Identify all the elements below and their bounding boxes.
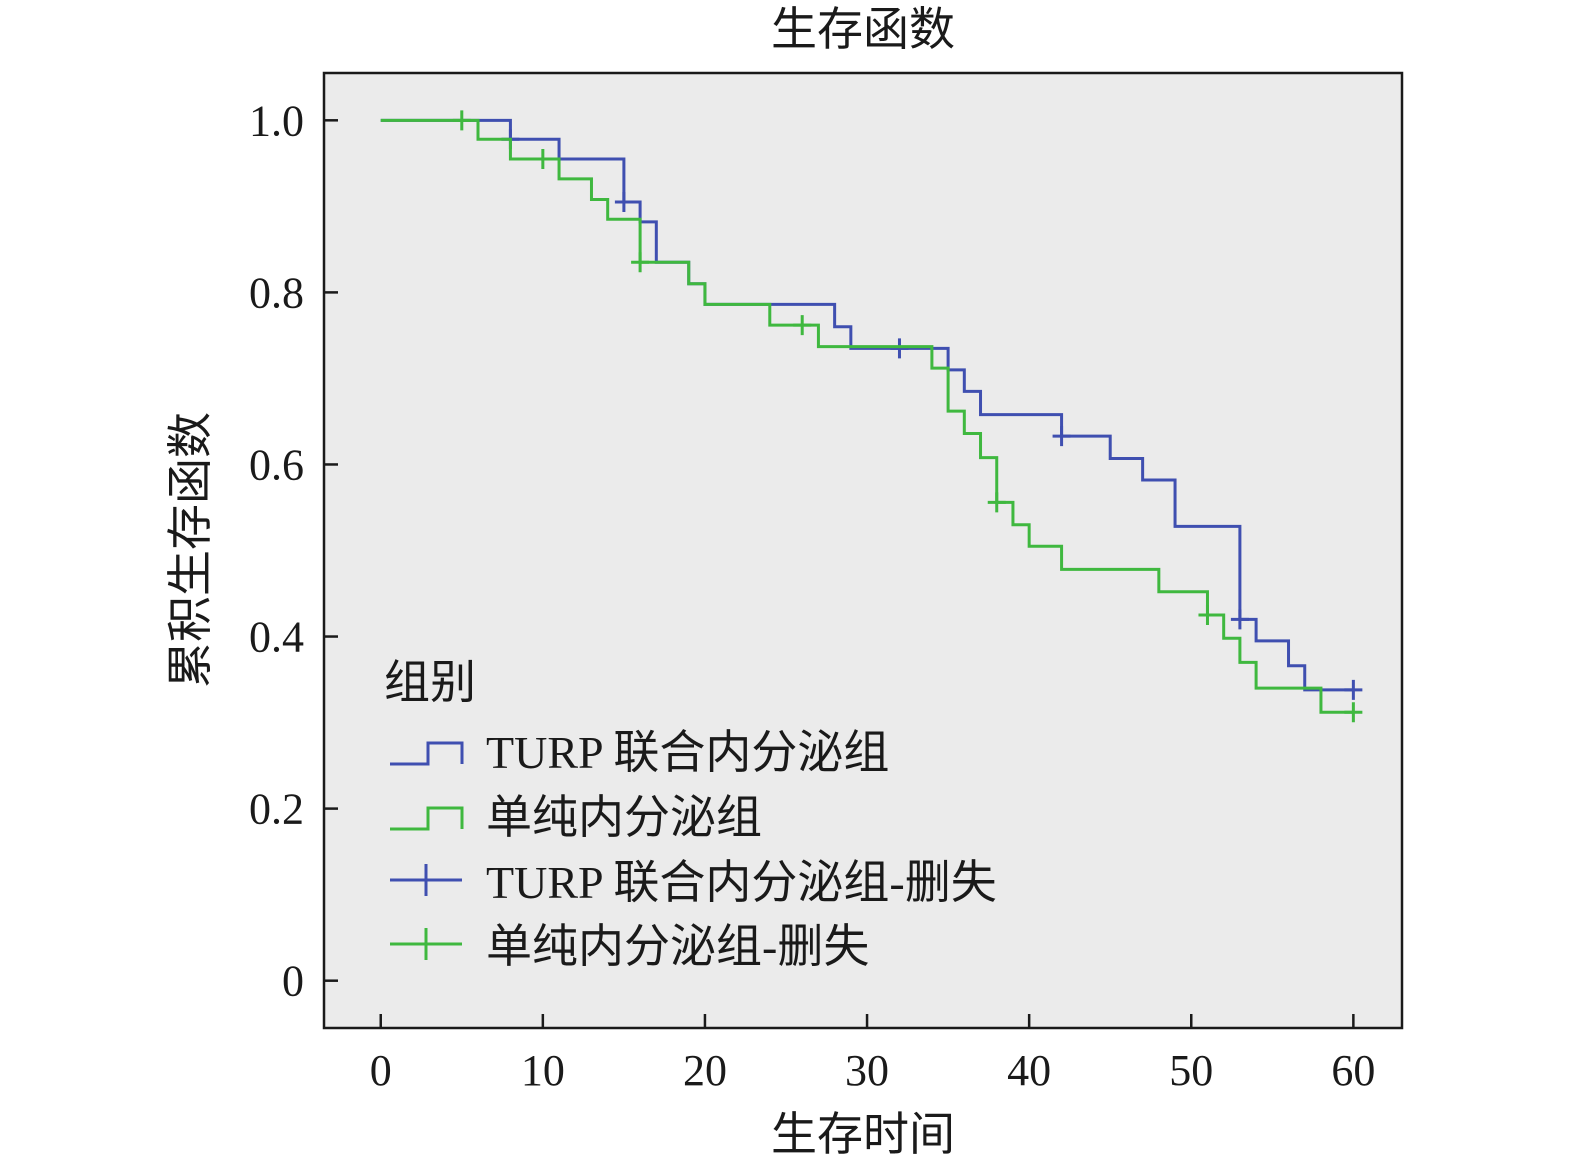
censor-mark-turp-1 xyxy=(614,192,633,213)
x-tick-label-0: 0 xyxy=(370,1046,392,1095)
legend-entry-single-censored: 单纯内分泌组-删失 xyxy=(486,921,869,972)
y-tick-label-2: 0.4 xyxy=(249,613,304,662)
legend-entry-turp-censored: TURP 联合内分泌组-删失 xyxy=(486,857,997,908)
y-tick-label-0: 0 xyxy=(282,957,304,1006)
x-tick-label-5: 50 xyxy=(1169,1046,1213,1095)
legend-symbol-turp-step xyxy=(390,741,464,766)
censor-mark-single-1 xyxy=(533,149,552,170)
legend-symbol-single-step xyxy=(390,806,464,831)
x-axis: 0 10 20 30 40 50 60 xyxy=(370,1014,1375,1095)
y-tick-label-4: 0.8 xyxy=(249,268,304,317)
y-tick-label-5: 1.0 xyxy=(249,96,304,145)
censor-mark-turp-3 xyxy=(1052,426,1071,447)
legend-entry-turp: TURP 联合内分泌组 xyxy=(486,727,889,778)
censor-mark-turp-4 xyxy=(1230,609,1249,630)
censor-mark-single-3 xyxy=(793,315,812,336)
x-axis-label: 生存时间 xyxy=(771,1109,955,1160)
legend-symbol-turp-censored xyxy=(390,864,462,896)
censor-mark-single-4 xyxy=(987,492,1006,513)
censor-mark-turp-2 xyxy=(890,338,909,359)
censor-mark-turp-5 xyxy=(1344,679,1363,700)
y-axis: 0 0.2 0.4 0.6 0.8 1.0 xyxy=(249,96,338,1006)
plot-area xyxy=(322,71,1404,1030)
chart-title: 生存函数 xyxy=(771,4,955,55)
legend-entry-single: 单纯内分泌组 xyxy=(486,792,762,843)
legend-title: 组别 xyxy=(384,657,476,708)
legend-symbol-single-censored xyxy=(390,928,462,960)
y-axis-label: 累积生存函数 xyxy=(165,412,216,688)
x-tick-label-3: 30 xyxy=(845,1046,889,1095)
x-tick-label-6: 60 xyxy=(1331,1046,1375,1095)
y-tick-label-1: 0.2 xyxy=(249,785,304,834)
series-layer xyxy=(380,110,1363,723)
legend: 组别 TURP 联合内分泌组 单纯内分泌组 TURP 联合内分泌组-删失 单纯内… xyxy=(384,657,997,972)
censor-mark-single-6 xyxy=(1344,702,1363,723)
y-tick-label-3: 0.6 xyxy=(249,440,304,489)
x-tick-label-1: 10 xyxy=(521,1046,565,1095)
x-tick-label-2: 20 xyxy=(683,1046,727,1095)
censor-mark-single-5 xyxy=(1198,605,1217,626)
censor-mark-single-0 xyxy=(452,110,471,131)
x-tick-label-4: 40 xyxy=(1007,1046,1051,1095)
censor-mark-single-2 xyxy=(631,252,650,273)
